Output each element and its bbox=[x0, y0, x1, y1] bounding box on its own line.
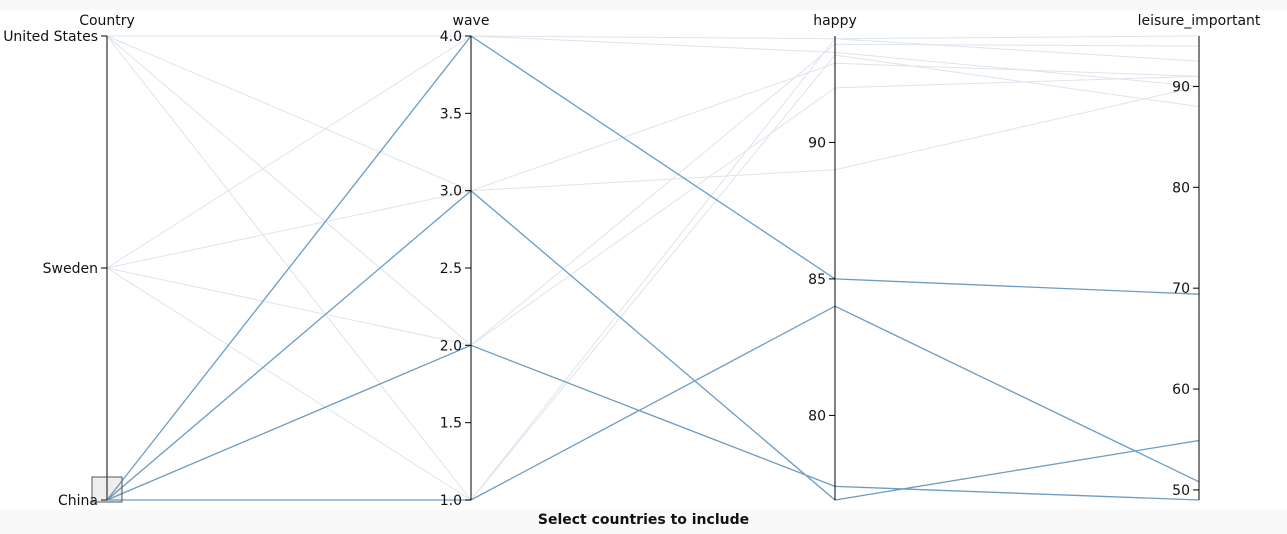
record-line-china-wave-1 bbox=[107, 305, 1200, 501]
axis-happy[interactable]: happy 80 85 90 bbox=[808, 13, 857, 500]
bottom-strip bbox=[0, 510, 1287, 534]
record-line-united-states-wave-2 bbox=[106, 35, 1200, 346]
tick-label: 90 bbox=[1172, 79, 1190, 95]
tick-label: 50 bbox=[1172, 483, 1190, 499]
tick-label: 1.5 bbox=[440, 416, 462, 432]
tick-label: United States bbox=[3, 29, 98, 45]
record-line-sweden-wave-2 bbox=[106, 43, 1200, 346]
selected-lines-layer bbox=[106, 35, 1200, 501]
record-line-sweden-wave-1 bbox=[106, 35, 1200, 501]
tick-label: China bbox=[58, 493, 98, 509]
faded-lines-layer bbox=[106, 35, 1200, 501]
record-line-sweden-wave-4 bbox=[106, 35, 1200, 269]
brush-selection-box[interactable] bbox=[91, 476, 123, 503]
top-strip bbox=[0, 0, 1287, 10]
tick-label: 1.0 bbox=[440, 493, 462, 509]
brush-layer[interactable] bbox=[91, 476, 123, 503]
axis-title-wave[interactable]: wave bbox=[453, 13, 490, 29]
record-line-united-states-wave-3 bbox=[106, 35, 1200, 192]
tick-label: 60 bbox=[1172, 382, 1190, 398]
axis-title-country[interactable]: Country bbox=[79, 13, 135, 29]
axis-leisure-important[interactable]: leisure_important 50 60 70 80 90 bbox=[1138, 13, 1261, 500]
tick-label: 4.0 bbox=[440, 29, 462, 45]
tick-label: 90 bbox=[808, 135, 826, 151]
selection-caption: Select countries to include bbox=[537, 512, 750, 528]
axes-layer: Country China Sweden United States wave 1.0 1.… bbox=[3, 13, 1261, 509]
tick-label: 2.5 bbox=[440, 261, 462, 277]
tick-label: 3.0 bbox=[440, 184, 462, 200]
axis-title-happy[interactable]: happy bbox=[813, 13, 857, 29]
tick-label: 80 bbox=[808, 408, 826, 424]
axis-title-leisure-important[interactable]: leisure_important bbox=[1138, 13, 1261, 29]
tick-label: 3.5 bbox=[440, 106, 462, 122]
record-line-china-wave-2 bbox=[106, 344, 1200, 501]
tick-label: Sweden bbox=[43, 261, 98, 277]
tick-label: 2.0 bbox=[440, 338, 462, 354]
record-line-united-states-wave-4 bbox=[107, 35, 1200, 62]
axis-wave[interactable]: wave 1.0 1.5 2.0 2.5 3.0 3.5 4.0 bbox=[440, 13, 490, 509]
axis-country[interactable]: Country China Sweden United States bbox=[3, 13, 135, 509]
record-line-sweden-wave-3 bbox=[106, 62, 1200, 269]
tick-label: 85 bbox=[808, 272, 826, 288]
tick-label: 80 bbox=[1172, 180, 1190, 196]
record-line-china-wave-3 bbox=[106, 189, 1200, 501]
record-line-china-wave-4 bbox=[106, 35, 1200, 501]
tick-label: 70 bbox=[1172, 281, 1190, 297]
